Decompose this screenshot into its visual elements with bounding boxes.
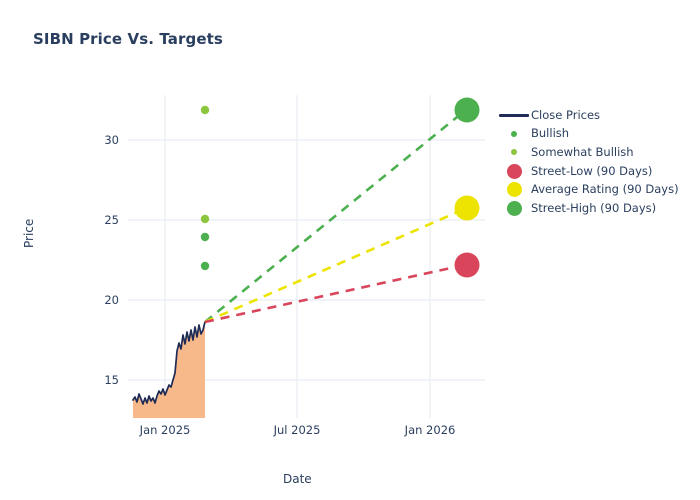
x-tick-label: Jan 2026 [404,423,456,437]
large-dot-icon [497,182,531,198]
price-line [132,321,206,405]
chart-legend: Close Prices Bullish Somewhat Bullish St… [497,106,697,218]
x-tick-label: Jul 2025 [273,423,321,437]
legend-label: Somewhat Bullish [531,144,634,159]
legend-label: Street-High (90 Days) [531,200,657,215]
legend-item-somewhat-bullish[interactable]: Somewhat Bullish [497,143,697,162]
legend-item-average-rating[interactable]: Average Rating (90 Days) [497,180,697,199]
average-rating-target-marker[interactable] [454,195,480,221]
street-high-trendline [204,111,463,324]
x-tick-label: Jan 2025 [139,423,191,437]
small-dot-icon [497,149,531,156]
small-dot-icon [497,130,531,137]
price-area-fill [133,322,205,418]
vertical-gridlines [164,95,431,418]
analyst-dot-somewhat-bullish-high[interactable] [200,105,210,115]
y-tick-label: 20 [104,293,119,307]
average-rating-trendline [204,209,461,324]
x-axis-title: Date [283,472,312,486]
analyst-dot-bullish-mid[interactable] [200,232,210,242]
legend-item-close-prices[interactable]: Close Prices [497,106,697,125]
street-low-trendline [204,264,461,324]
y-axis-title: Price [22,218,36,248]
legend-item-street-high[interactable]: Street-High (90 Days) [497,199,697,218]
legend-label: Bullish [531,126,570,141]
legend-item-street-low[interactable]: Street-Low (90 Days) [497,162,697,181]
line-swatch-icon [497,114,531,117]
page-title: SIBN Price Vs. Targets [33,30,223,48]
y-tick-label: 25 [104,213,119,227]
large-dot-icon [497,200,531,216]
analyst-dot-somewhat-bullish-mid[interactable] [200,214,210,224]
legend-label: Street-Low (90 Days) [531,163,653,178]
street-high-target-marker[interactable] [454,97,480,123]
analyst-dot-bullish-low[interactable] [200,261,210,271]
y-tick-label: 15 [104,373,119,387]
street-low-target-marker[interactable] [454,252,480,278]
legend-item-bullish[interactable]: Bullish [497,125,697,144]
legend-label: Close Prices [531,107,601,122]
large-dot-icon [497,163,531,179]
y-tick-label: 30 [104,133,119,147]
legend-label: Average Rating (90 Days) [531,182,679,197]
